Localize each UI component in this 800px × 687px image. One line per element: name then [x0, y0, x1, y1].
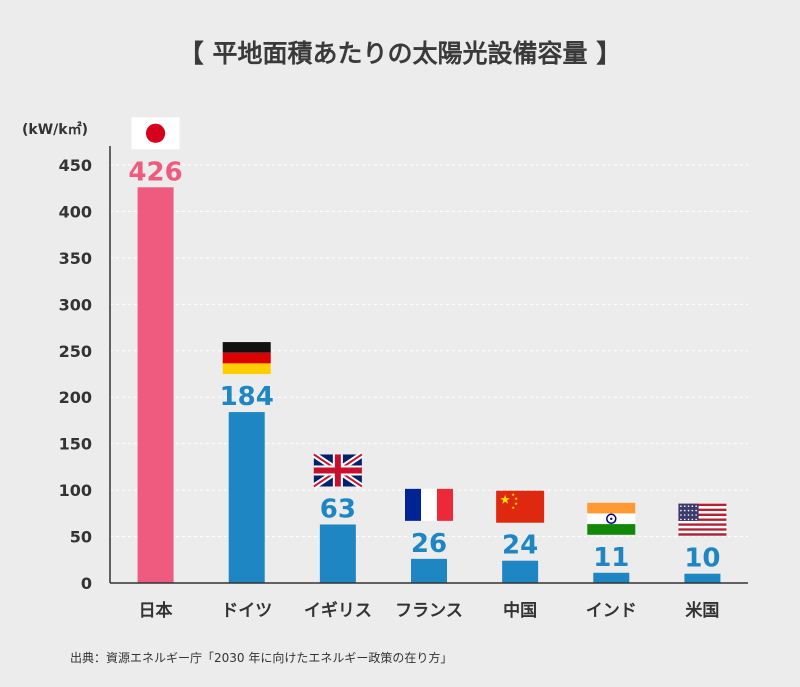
bar-5 — [593, 572, 630, 583]
y-tick-label: 450 — [59, 156, 92, 175]
x-tick-label: 中国 — [503, 600, 537, 621]
y-tick-label: 50 — [70, 528, 92, 547]
bar-3 — [411, 558, 447, 583]
bar-1 — [228, 412, 265, 583]
x-tick-label: インド — [586, 601, 637, 621]
data-label: 63 — [320, 494, 356, 524]
y-tick-label: 0 — [81, 574, 92, 593]
data-label: 184 — [220, 382, 274, 412]
germany-flag — [222, 342, 271, 375]
y-tick-label: 350 — [59, 249, 92, 268]
uk-flag — [312, 451, 364, 489]
flags — [131, 117, 727, 536]
data-labels: 426 184 63 26 24 11 10 — [128, 157, 720, 573]
y-axis-ticks: 0 50 100 150 200 250 300 350 400 450 — [59, 156, 92, 593]
x-tick-label: ドイツ — [221, 601, 272, 621]
data-label: 24 — [502, 531, 538, 561]
data-label: 426 — [128, 157, 182, 187]
france-flag — [405, 488, 453, 521]
y-tick-label: 300 — [59, 295, 92, 314]
bars — [137, 187, 721, 583]
india-flag — [587, 502, 636, 535]
data-label: 11 — [593, 543, 629, 573]
data-label: 10 — [684, 544, 720, 574]
source-note: 出典：資源エネルギー庁「2030 年に向けたエネルギー政策の在り方」 — [70, 650, 452, 665]
bar-6 — [684, 573, 721, 583]
y-tick-label: 400 — [59, 202, 92, 221]
bar-4 — [502, 560, 539, 583]
y-tick-label: 200 — [59, 388, 92, 407]
bar-0 — [137, 187, 174, 583]
x-tick-label: フランス — [395, 601, 463, 621]
china-flag — [496, 490, 545, 523]
chart-title: 【 平地面積あたりの太陽光設備容量 】 — [179, 39, 621, 68]
usa-flag — [678, 503, 727, 536]
x-tick-label: イギリス — [304, 601, 372, 621]
x-tick-label: 日本 — [139, 600, 173, 621]
y-axis-unit: (kW/k㎡) — [22, 121, 88, 138]
y-tick-label: 150 — [59, 435, 92, 454]
data-label: 26 — [411, 529, 447, 559]
y-tick-label: 100 — [59, 481, 92, 500]
x-tick-label: 米国 — [685, 600, 719, 621]
x-axis-ticks: 日本 ドイツ イギリス フランス 中国 インド 米国 — [139, 600, 720, 621]
y-tick-label: 250 — [59, 342, 92, 361]
japan-flag — [131, 117, 180, 150]
gridlines — [110, 164, 748, 538]
bar-2 — [319, 524, 356, 583]
